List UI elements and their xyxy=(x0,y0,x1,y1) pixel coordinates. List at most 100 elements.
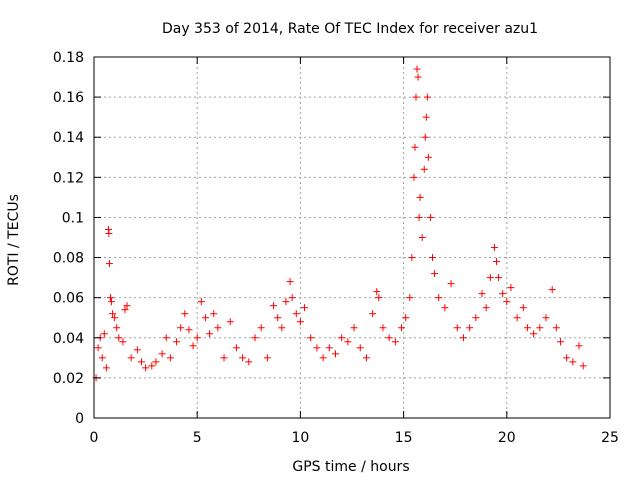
data-point xyxy=(338,334,346,342)
data-point xyxy=(263,354,271,362)
data-point xyxy=(282,298,290,306)
data-point xyxy=(424,153,432,161)
data-point xyxy=(422,113,430,121)
x-tick-label: 15 xyxy=(395,430,413,446)
data-point xyxy=(133,346,141,354)
data-point xyxy=(115,334,123,342)
data-point xyxy=(507,284,515,292)
data-point xyxy=(478,290,486,298)
data-point xyxy=(410,173,418,181)
data-point xyxy=(499,290,507,298)
data-point xyxy=(123,302,131,310)
data-point xyxy=(286,278,294,286)
data-point xyxy=(148,362,156,370)
data-point xyxy=(441,304,449,312)
data-point xyxy=(274,314,282,322)
data-point xyxy=(426,213,434,221)
data-point xyxy=(513,314,521,322)
data-point xyxy=(292,310,300,318)
data-point xyxy=(431,270,439,278)
y-tick-label: 0.1 xyxy=(62,210,84,226)
y-axis-label: ROTI / TECUs xyxy=(6,194,22,286)
data-point xyxy=(109,310,117,318)
x-tick-label: 20 xyxy=(498,430,516,446)
data-point xyxy=(201,314,209,322)
data-point xyxy=(162,334,170,342)
data-point xyxy=(220,354,228,362)
y-tick-label: 0.14 xyxy=(53,130,84,146)
data-point xyxy=(421,133,429,141)
data-point xyxy=(325,344,333,352)
data-point xyxy=(406,294,414,302)
data-point xyxy=(413,65,421,73)
x-tick-label: 10 xyxy=(291,430,309,446)
data-point xyxy=(447,280,455,288)
data-point xyxy=(270,302,278,310)
data-point xyxy=(105,229,113,237)
data-point xyxy=(379,324,387,332)
data-point xyxy=(210,310,218,318)
data-point xyxy=(119,338,127,346)
data-point xyxy=(418,234,426,241)
data-point xyxy=(459,334,467,342)
data-point xyxy=(466,324,474,332)
data-point xyxy=(94,344,102,352)
data-point xyxy=(579,362,587,370)
axis-ticks: 0 5 10 15 20 25 0 0.02 0.04 0.06 0.08 0.1 0.12 0.14 0.… xyxy=(53,50,619,446)
data-point xyxy=(166,354,174,362)
data-point xyxy=(385,334,393,342)
data-point xyxy=(278,324,286,332)
data-point xyxy=(402,314,410,322)
data-point xyxy=(181,310,189,318)
data-point xyxy=(350,324,358,332)
y-tick-label: 0.06 xyxy=(53,291,84,307)
data-point xyxy=(414,73,422,81)
data-point xyxy=(100,330,108,338)
data-point xyxy=(206,330,214,338)
data-point xyxy=(575,342,583,350)
data-point xyxy=(301,304,309,312)
plot-frame xyxy=(93,56,611,419)
data-point xyxy=(173,338,181,346)
data-point xyxy=(486,274,494,282)
data-point xyxy=(415,213,423,221)
data-point xyxy=(226,318,234,326)
data-point xyxy=(552,324,560,332)
data-point xyxy=(331,350,339,358)
data-point xyxy=(495,274,503,282)
x-tick-label: 0 xyxy=(90,430,99,446)
data-point xyxy=(375,294,383,302)
y-tick-label: 0.08 xyxy=(53,251,84,267)
data-point xyxy=(239,354,247,362)
data-point xyxy=(296,318,304,326)
x-axis-label: GPS time / hours xyxy=(292,459,409,475)
data-point xyxy=(369,310,377,318)
data-point xyxy=(356,344,364,352)
data-point xyxy=(548,286,556,294)
data-point xyxy=(556,338,564,346)
data-point xyxy=(420,165,428,173)
data-point xyxy=(416,193,424,201)
data-point xyxy=(127,354,135,362)
data-points xyxy=(92,65,587,382)
data-point xyxy=(530,330,538,338)
data-point xyxy=(111,314,119,322)
data-point xyxy=(482,304,490,312)
data-point xyxy=(569,358,577,366)
y-tick-label: 0.02 xyxy=(53,371,84,387)
data-point xyxy=(245,358,253,366)
data-point xyxy=(563,354,571,362)
data-point xyxy=(307,334,315,342)
data-point xyxy=(472,314,480,322)
y-tick-label: 0 xyxy=(75,411,84,427)
data-point xyxy=(251,334,259,342)
data-point xyxy=(423,93,431,101)
data-point xyxy=(519,304,527,312)
chart-title: Day 353 of 2014, Rate Of TEC Index for r… xyxy=(162,21,538,37)
data-point xyxy=(411,143,419,151)
x-tick-label: 5 xyxy=(193,430,202,446)
data-point xyxy=(108,298,116,306)
data-point xyxy=(503,298,511,306)
data-point xyxy=(523,324,531,332)
